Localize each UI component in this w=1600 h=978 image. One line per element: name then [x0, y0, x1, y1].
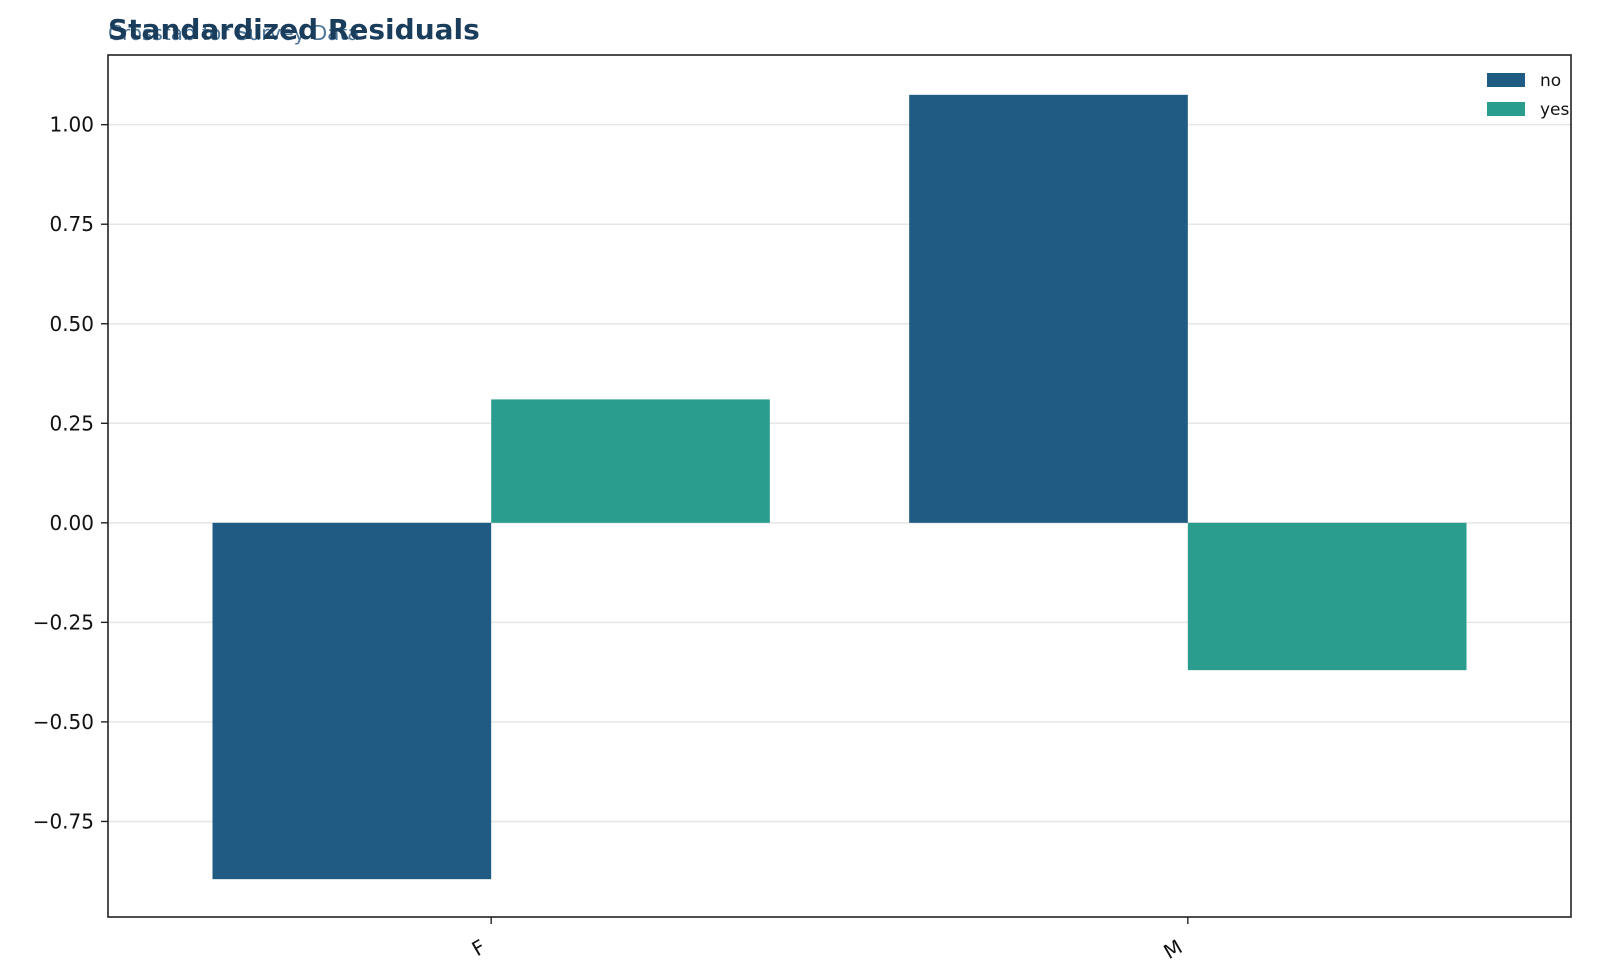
bar-yes-M — [1187, 522, 1467, 671]
y-tick-label: −0.75 — [33, 809, 94, 833]
y-tick-label: 1.00 — [49, 113, 94, 137]
legend-label-yes: yes — [1540, 100, 1570, 120]
y-tick-label: −0.50 — [33, 710, 94, 734]
bar-no-F — [212, 522, 492, 880]
plot-frame — [107, 54, 1572, 918]
y-tick-label: 0.25 — [49, 411, 94, 435]
x-tick-label: F — [468, 935, 490, 962]
chart-subtitle: Crosstab for Survey Data — [108, 21, 360, 45]
y-tick-label: 0.00 — [49, 511, 94, 535]
y-tick-label: −0.25 — [33, 610, 94, 634]
legend-swatch-no — [1487, 73, 1525, 87]
bar-yes-F — [491, 399, 770, 523]
legend-label-no: no — [1540, 71, 1561, 91]
legend-swatch-yes — [1487, 102, 1525, 116]
y-tick-label: 0.75 — [49, 212, 94, 236]
y-axis: −0.75 −0.50 −0.25 0.00 0.25 0.50 0.75 1.00 — [33, 113, 108, 833]
y-tick-label: 0.50 — [49, 312, 94, 336]
chart-title: Standardized Residuals — [108, 13, 480, 46]
bar-no-M — [909, 94, 1188, 523]
legend: no yes — [1487, 71, 1570, 120]
x-tick-label: M — [1159, 935, 1186, 964]
bars — [212, 94, 1467, 880]
